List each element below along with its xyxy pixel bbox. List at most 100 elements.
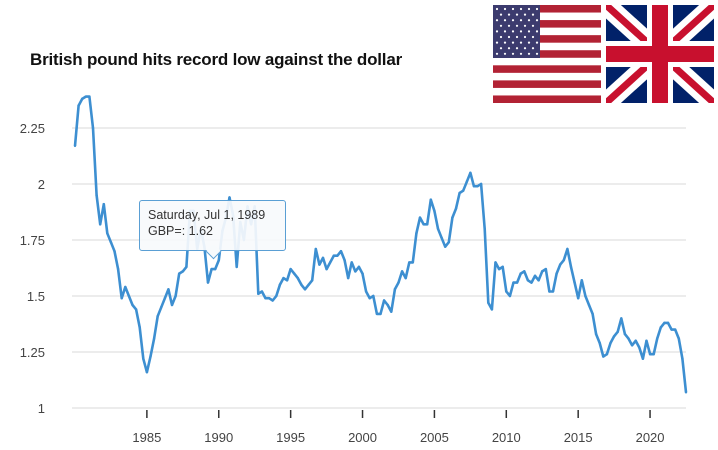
data-point: [508, 294, 512, 298]
data-point: [537, 279, 540, 282]
data-point: [318, 263, 321, 266]
data-point: [124, 285, 127, 289]
data-point: [594, 332, 598, 336]
data-point: [167, 288, 170, 291]
data-point: [505, 290, 508, 293]
data-point: [530, 281, 533, 284]
data-point: [275, 294, 278, 298]
data-point: [120, 297, 123, 300]
data-point: [390, 310, 393, 313]
data-point: [354, 270, 357, 273]
data-point: [73, 144, 77, 148]
data-point: [106, 232, 109, 235]
data-point: [339, 250, 343, 253]
x-tick-label: 1995: [276, 430, 305, 445]
data-point: [332, 254, 335, 257]
uk-flag-icon: [606, 5, 714, 103]
data-point: [163, 297, 167, 300]
data-point: [386, 303, 389, 307]
chart-title: British pound hits record low against th…: [30, 50, 402, 69]
data-point: [602, 355, 605, 358]
data-point: [314, 247, 318, 251]
data-point: [415, 232, 418, 235]
data-point: [346, 276, 350, 280]
tooltip-value: GBP=: 1.62: [148, 224, 213, 238]
data-point: [350, 261, 353, 264]
data-point: [185, 265, 188, 269]
data-point: [285, 279, 289, 282]
data-point: [487, 301, 490, 304]
data-point: [408, 261, 411, 264]
x-tick-label: 2015: [564, 430, 593, 445]
data-point: [641, 357, 645, 360]
data-point: [666, 321, 670, 325]
y-tick-label: 1.5: [27, 289, 45, 304]
data-point: [612, 335, 616, 338]
data-point: [300, 283, 303, 286]
x-tick-label: 2005: [420, 430, 449, 445]
us-flag-icon: [493, 5, 601, 103]
data-point: [422, 223, 425, 226]
data-point: [670, 328, 673, 331]
data-point: [102, 202, 105, 206]
data-point: [361, 272, 364, 275]
x-tick-label: 1985: [132, 430, 161, 445]
data-point: [267, 297, 271, 300]
data-point: [343, 258, 346, 262]
data-point: [555, 272, 558, 275]
data-point: [494, 261, 497, 264]
data-point: [260, 290, 264, 293]
data-point: [469, 171, 472, 174]
data-point: [598, 341, 601, 345]
data-point: [587, 303, 591, 307]
data-point: [562, 258, 565, 262]
data-point: [648, 353, 652, 356]
x-axis: 1985 1990 1995 2000 2005 2010 2015 2020: [132, 410, 665, 445]
data-point: [382, 299, 386, 302]
data-point: [80, 97, 84, 101]
data-point: [145, 370, 149, 374]
data-point: [404, 276, 407, 280]
data-point: [465, 180, 468, 183]
data-point: [436, 227, 440, 230]
data-point: [616, 330, 619, 334]
x-tick-label: 2010: [492, 430, 521, 445]
data-point: [533, 274, 537, 278]
data-point: [630, 344, 634, 347]
data-point: [113, 250, 116, 253]
data-point: [526, 279, 530, 282]
x-tick-label: 2000: [348, 430, 377, 445]
data-point: [674, 328, 677, 331]
data-point: [440, 236, 443, 239]
data-point: [375, 312, 379, 316]
data-point: [519, 272, 522, 275]
data-point: [620, 317, 623, 320]
data-point: [541, 270, 544, 273]
data-point: [152, 337, 156, 340]
data-point: [98, 223, 102, 226]
data-point: [551, 290, 555, 293]
data-point: [149, 355, 152, 358]
data-point: [497, 267, 501, 271]
x-tick-label: 2020: [636, 430, 665, 445]
data-point: [289, 267, 292, 271]
gridlines: [72, 127, 686, 409]
data-point: [523, 270, 526, 273]
data-point: [372, 294, 375, 298]
data-point: [476, 185, 479, 188]
data-point: [627, 337, 630, 340]
data-point: [368, 297, 371, 300]
data-point: [328, 261, 332, 264]
data-point: [429, 198, 433, 201]
data-point: [264, 297, 267, 300]
data-point: [559, 263, 562, 266]
data-point: [400, 270, 404, 273]
data-point: [411, 261, 415, 264]
data-point: [544, 267, 548, 271]
data-point: [228, 196, 231, 199]
data-point: [217, 258, 220, 262]
data-point: [447, 241, 450, 244]
data-point: [109, 241, 113, 244]
y-tick-label: 1: [38, 401, 45, 416]
